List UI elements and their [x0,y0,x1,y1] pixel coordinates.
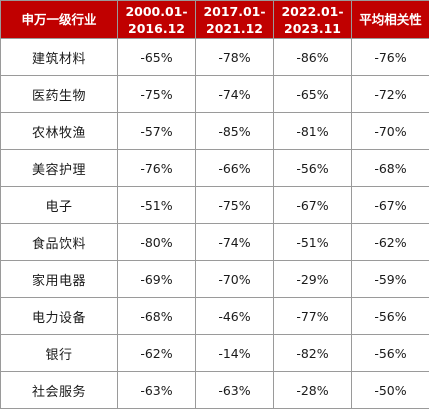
table-row: 医药生物 -75% -74% -65% -72% [1,76,429,113]
average-cell: -56% [352,335,429,372]
correlation-cell: -14% [196,335,274,372]
header-industry: 申万一级行业 [1,1,118,39]
correlation-cell: -86% [274,39,352,76]
correlation-cell: -75% [196,187,274,224]
average-cell: -76% [352,39,429,76]
correlation-cell: -63% [196,372,274,409]
correlation-cell: -76% [118,150,196,187]
correlation-cell: -68% [118,298,196,335]
table-row: 电力设备 -68% -46% -77% -56% [1,298,429,335]
correlation-cell: -66% [196,150,274,187]
correlation-cell: -51% [118,187,196,224]
correlation-cell: -28% [274,372,352,409]
correlation-cell: -65% [274,76,352,113]
industry-name: 农林牧渔 [1,113,118,150]
table-row: 银行 -62% -14% -82% -56% [1,335,429,372]
industry-name: 电力设备 [1,298,118,335]
table-row: 建筑材料 -65% -78% -86% -76% [1,39,429,76]
correlation-cell: -70% [196,261,274,298]
correlation-cell: -80% [118,224,196,261]
header-period-2022-2023: 2022.01- 2023.11 [274,1,352,39]
correlation-cell: -82% [274,335,352,372]
table-row: 电子 -51% -75% -67% -67% [1,187,429,224]
industry-name: 电子 [1,187,118,224]
header-average-correlation: 平均相关性 [352,1,429,39]
correlation-cell: -78% [196,39,274,76]
correlation-cell: -85% [196,113,274,150]
correlation-cell: -67% [274,187,352,224]
average-cell: -72% [352,76,429,113]
table-row: 家用电器 -69% -70% -29% -59% [1,261,429,298]
industry-name: 社会服务 [1,372,118,409]
table-row: 食品饮料 -80% -74% -51% -62% [1,224,429,261]
industry-name: 建筑材料 [1,39,118,76]
average-cell: -67% [352,187,429,224]
industry-name: 医药生物 [1,76,118,113]
table-row: 美容护理 -76% -66% -56% -68% [1,150,429,187]
correlation-cell: -75% [118,76,196,113]
correlation-cell: -56% [274,150,352,187]
header-row: 申万一级行业 2000.01- 2016.12 2017.01- 2021.12… [1,1,429,39]
correlation-cell: -29% [274,261,352,298]
correlation-cell: -65% [118,39,196,76]
average-cell: -59% [352,261,429,298]
average-cell: -56% [352,298,429,335]
average-cell: -62% [352,224,429,261]
industry-name: 美容护理 [1,150,118,187]
correlation-cell: -74% [196,76,274,113]
correlation-cell: -77% [274,298,352,335]
correlation-cell: -63% [118,372,196,409]
correlation-cell: -46% [196,298,274,335]
average-cell: -50% [352,372,429,409]
correlation-cell: -69% [118,261,196,298]
table-row: 社会服务 -63% -63% -28% -50% [1,372,429,409]
correlation-cell: -81% [274,113,352,150]
industry-name: 家用电器 [1,261,118,298]
average-cell: -70% [352,113,429,150]
table-row: 农林牧渔 -57% -85% -81% -70% [1,113,429,150]
industry-name: 银行 [1,335,118,372]
correlation-cell: -51% [274,224,352,261]
header-period-2017-2021: 2017.01- 2021.12 [196,1,274,39]
correlation-cell: -62% [118,335,196,372]
correlation-cell: -74% [196,224,274,261]
header-period-2000-2016: 2000.01- 2016.12 [118,1,196,39]
correlation-cell: -57% [118,113,196,150]
industry-name: 食品饮料 [1,224,118,261]
average-cell: -68% [352,150,429,187]
